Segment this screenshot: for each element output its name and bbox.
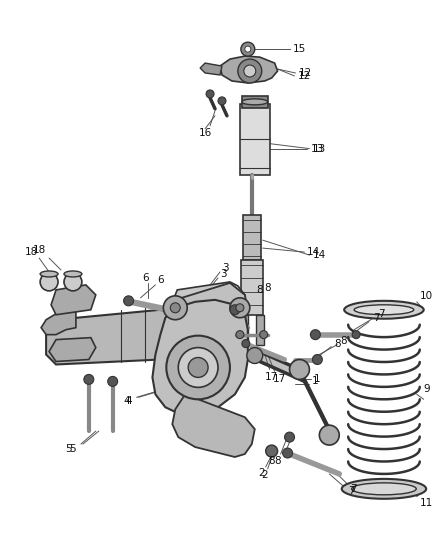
- Circle shape: [188, 358, 208, 377]
- Ellipse shape: [242, 99, 268, 105]
- Circle shape: [163, 296, 187, 320]
- Circle shape: [244, 65, 256, 77]
- Text: 8: 8: [256, 285, 263, 295]
- Circle shape: [285, 432, 294, 442]
- Circle shape: [206, 90, 214, 98]
- Circle shape: [170, 303, 180, 313]
- Text: 6: 6: [142, 273, 149, 283]
- Polygon shape: [152, 300, 248, 414]
- Polygon shape: [49, 337, 96, 361]
- Text: 1: 1: [312, 376, 319, 386]
- Circle shape: [124, 296, 134, 306]
- Polygon shape: [41, 308, 76, 335]
- Text: 5: 5: [70, 444, 76, 454]
- Text: 8: 8: [265, 283, 271, 293]
- Ellipse shape: [354, 305, 414, 315]
- Text: 8: 8: [268, 456, 275, 466]
- Circle shape: [178, 348, 218, 387]
- Text: 7: 7: [373, 313, 379, 323]
- Bar: [241, 260, 263, 315]
- Circle shape: [166, 336, 230, 399]
- Polygon shape: [200, 63, 222, 75]
- Text: 7: 7: [378, 309, 384, 319]
- Text: 3: 3: [223, 263, 229, 273]
- Circle shape: [260, 330, 268, 338]
- Text: 5: 5: [66, 444, 72, 454]
- Text: 15: 15: [293, 44, 306, 54]
- Text: 13: 13: [311, 143, 324, 154]
- Circle shape: [283, 448, 293, 458]
- Circle shape: [40, 273, 58, 291]
- Circle shape: [218, 97, 226, 105]
- Text: 7: 7: [348, 486, 354, 496]
- Ellipse shape: [352, 483, 416, 495]
- Text: 6: 6: [157, 275, 164, 285]
- Text: 8: 8: [274, 456, 281, 466]
- Circle shape: [84, 375, 94, 384]
- Circle shape: [247, 348, 263, 364]
- Text: 18: 18: [25, 247, 38, 257]
- Circle shape: [108, 376, 118, 386]
- Circle shape: [312, 354, 322, 365]
- Text: 1: 1: [314, 374, 321, 384]
- Text: 10: 10: [420, 291, 433, 301]
- Text: 17: 17: [273, 374, 286, 384]
- Bar: [240, 315, 248, 345]
- Text: 4: 4: [125, 397, 132, 406]
- Circle shape: [238, 59, 262, 83]
- Text: 18: 18: [32, 245, 46, 255]
- Polygon shape: [46, 310, 185, 365]
- Ellipse shape: [64, 271, 82, 277]
- Polygon shape: [255, 350, 334, 441]
- Polygon shape: [220, 56, 278, 83]
- Bar: [242, 96, 268, 108]
- Text: 14: 14: [307, 247, 320, 257]
- Text: 11: 11: [420, 498, 433, 508]
- Ellipse shape: [342, 479, 426, 499]
- Text: 9: 9: [424, 384, 430, 394]
- Text: 8: 8: [334, 338, 341, 349]
- Text: 12: 12: [298, 71, 311, 81]
- Circle shape: [241, 42, 255, 56]
- Text: 3: 3: [221, 269, 227, 279]
- Text: 2: 2: [258, 468, 265, 478]
- Circle shape: [230, 298, 250, 318]
- Circle shape: [290, 360, 309, 379]
- Polygon shape: [170, 282, 245, 318]
- Circle shape: [311, 330, 320, 340]
- Circle shape: [245, 46, 251, 52]
- Text: 2: 2: [261, 470, 268, 480]
- Bar: [256, 315, 264, 345]
- Text: 13: 13: [313, 143, 326, 154]
- Text: 17: 17: [265, 373, 278, 382]
- Text: 14: 14: [313, 250, 326, 260]
- Text: 16: 16: [198, 128, 212, 138]
- Polygon shape: [168, 283, 248, 325]
- Bar: [243, 215, 261, 260]
- Text: 7: 7: [350, 484, 357, 494]
- Text: 4: 4: [123, 397, 130, 406]
- Ellipse shape: [40, 271, 58, 277]
- Polygon shape: [172, 394, 255, 457]
- Text: 12: 12: [299, 68, 312, 78]
- Bar: [240, 104, 270, 175]
- Circle shape: [64, 273, 82, 291]
- Circle shape: [236, 304, 244, 312]
- Circle shape: [352, 330, 360, 338]
- Circle shape: [319, 425, 339, 445]
- Circle shape: [266, 445, 278, 457]
- Ellipse shape: [344, 301, 424, 319]
- Text: 8: 8: [340, 336, 346, 345]
- Circle shape: [242, 340, 250, 348]
- Polygon shape: [51, 285, 96, 315]
- Circle shape: [230, 305, 240, 315]
- Circle shape: [236, 330, 244, 338]
